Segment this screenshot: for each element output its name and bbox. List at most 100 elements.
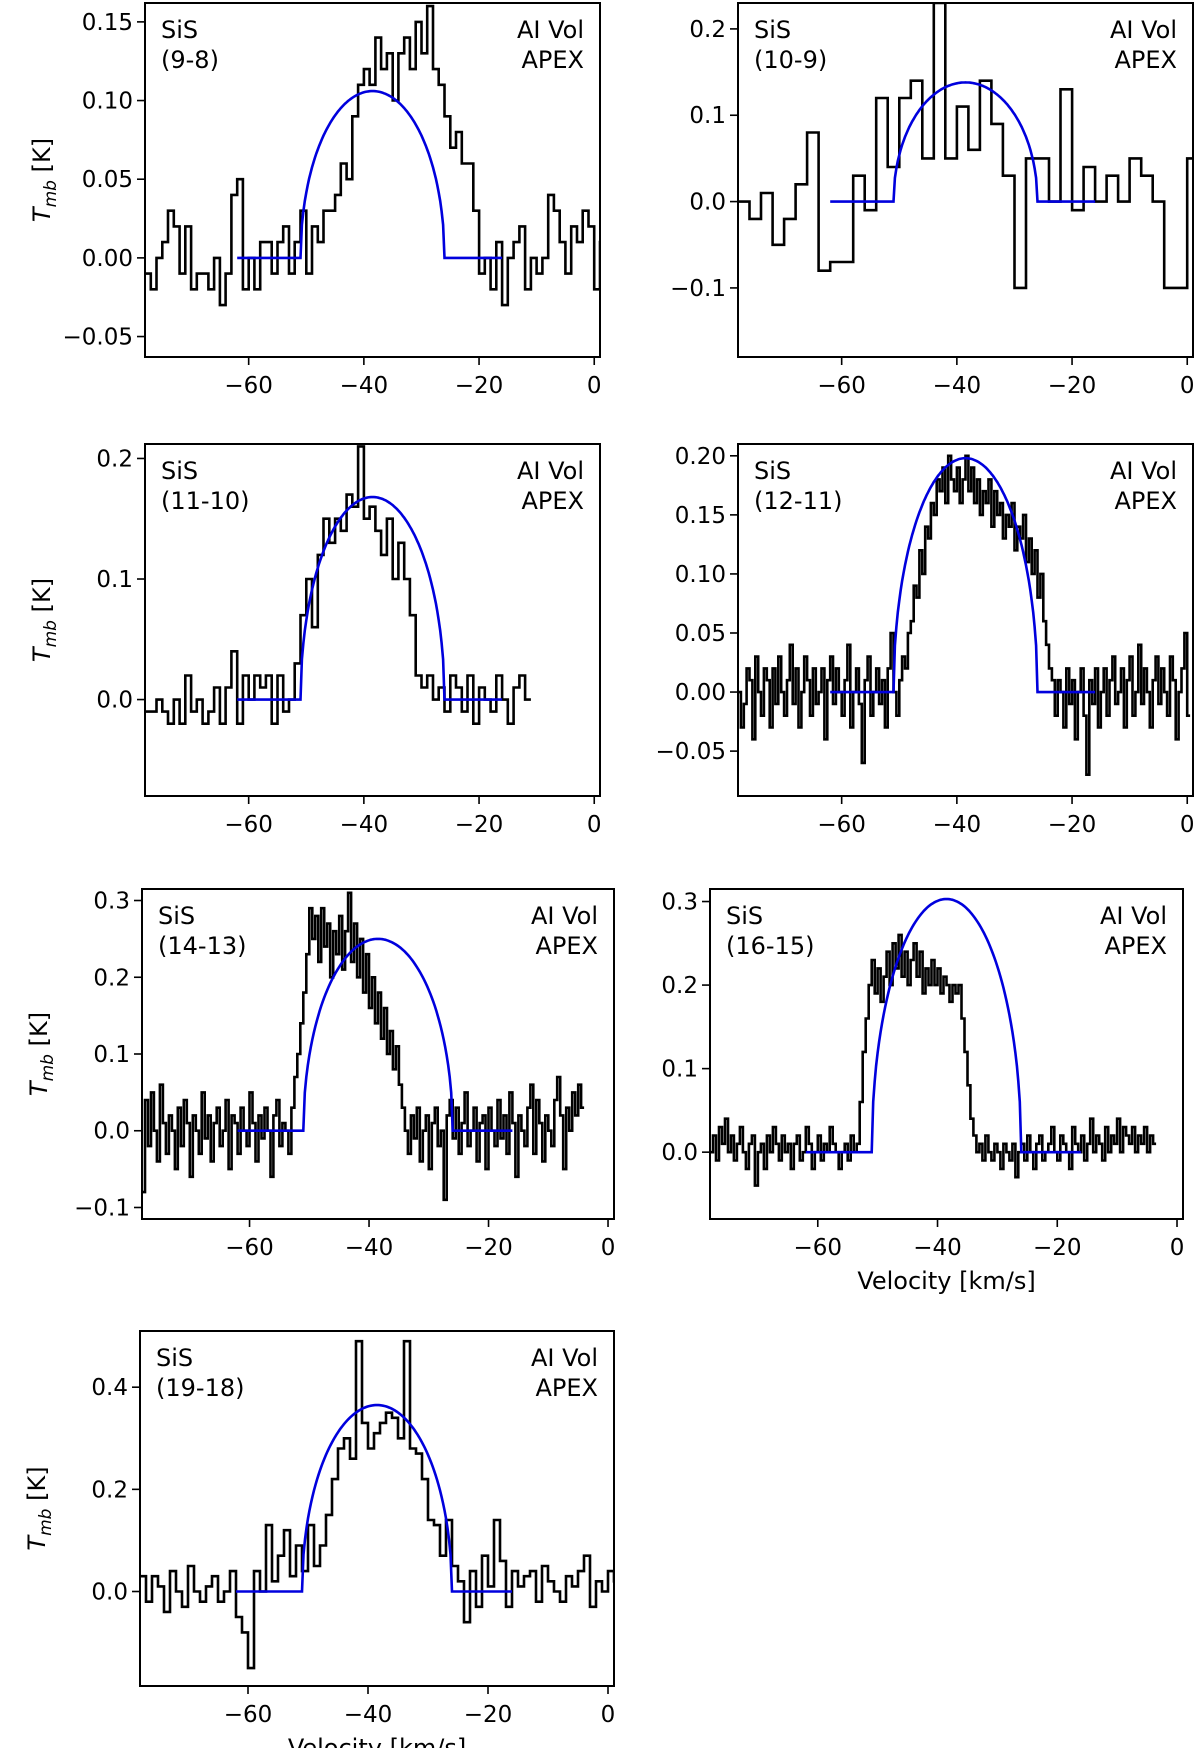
x-tick-label: −60 <box>817 812 866 838</box>
y-tick-label: 0.00 <box>82 246 133 272</box>
x-tick-label: −20 <box>464 1235 513 1261</box>
telescope-label: APEX <box>1115 487 1178 515</box>
transition-label: (9-8) <box>161 46 219 74</box>
x-tick-label: −20 <box>455 373 504 399</box>
x-tick-label: −40 <box>344 1702 393 1728</box>
plot-frame <box>709 888 1184 1220</box>
x-tick-label: 0 <box>1170 1235 1185 1261</box>
transition-label: (12-11) <box>754 487 842 515</box>
x-tick-label: −40 <box>933 373 982 399</box>
molecule-label: SiS <box>754 16 791 44</box>
y-tick-label: 0.05 <box>675 621 726 647</box>
y-tick-label: 0.10 <box>82 89 133 115</box>
model-profile <box>236 1403 512 1593</box>
x-tick-label: −60 <box>224 1702 273 1728</box>
x-tick-label: 0 <box>601 1235 616 1261</box>
transition-label: (11-10) <box>161 487 249 515</box>
y-tick-label: −0.1 <box>670 276 726 302</box>
transition-label: (14-13) <box>158 932 246 960</box>
molecule-label: SiS <box>158 902 195 930</box>
observed-spectrum <box>710 933 1157 1187</box>
x-tick-label: −60 <box>793 1235 842 1261</box>
x-tick-label: −20 <box>464 1702 513 1728</box>
source-label: AI Vol <box>531 902 598 930</box>
y-tick-label: −0.05 <box>63 325 133 351</box>
x-tick-label: 0 <box>1180 812 1195 838</box>
x-tick-label: −40 <box>345 1235 394 1261</box>
model-profile <box>830 456 1096 694</box>
observed-spectrum <box>738 3 1193 290</box>
y-tick-label: 0.0 <box>661 1140 698 1166</box>
x-tick-label: −60 <box>224 812 273 838</box>
y-tick-label: 0.0 <box>91 1580 128 1606</box>
y-tick-label: 0.10 <box>675 562 726 588</box>
model-profile <box>237 89 503 260</box>
source-label: AI Vol <box>517 457 584 485</box>
transition-label: (10-9) <box>754 46 827 74</box>
source-label: AI Vol <box>1110 16 1177 44</box>
y-tick-label: 0.2 <box>661 973 698 999</box>
x-tick-label: −20 <box>1048 373 1097 399</box>
y-tick-label: 0.1 <box>96 567 133 593</box>
y-tick-label: 0.0 <box>96 688 133 714</box>
source-label: AI Vol <box>531 1344 598 1372</box>
panel-sis-12-11: −60 −40 −20 0−0.050.000.050.100.150.20 SiS … <box>656 443 1195 838</box>
plot-frame <box>737 443 1194 797</box>
x-axis-label: Velocity [km/s] <box>857 1267 1035 1295</box>
telescope-label: APEX <box>1115 46 1178 74</box>
y-tick-label: 0.05 <box>82 167 133 193</box>
y-axis-label: Tmb [K] <box>28 578 61 662</box>
molecule-label: SiS <box>161 16 198 44</box>
x-tick-label: −60 <box>224 373 273 399</box>
telescope-label: APEX <box>536 932 599 960</box>
model-profile <box>237 495 503 701</box>
source-label: AI Vol <box>517 16 584 44</box>
x-tick-label: −20 <box>455 812 504 838</box>
telescope-label: APEX <box>536 1374 599 1402</box>
panel-sis-11-10: −60 −40 −20 0 0.0 0.1 0.2 SiS (11-10) AI Vol A… <box>28 443 602 838</box>
y-tick-label: 0.2 <box>689 17 726 43</box>
transition-label: (16-15) <box>726 932 814 960</box>
x-tick-label: −40 <box>340 812 389 838</box>
y-axis-label: Tmb [K] <box>23 1466 56 1550</box>
plot-frame <box>144 443 601 797</box>
y-tick-label: 0.2 <box>91 1477 128 1503</box>
x-tick-label: 0 <box>1180 373 1195 399</box>
y-tick-label: 0.0 <box>689 190 726 216</box>
telescope-label: APEX <box>522 487 585 515</box>
y-axis-label: Tmb [K] <box>25 1012 58 1096</box>
transition-label: (19-18) <box>156 1374 244 1402</box>
y-tick-label: −0.05 <box>656 739 726 765</box>
y-tick-label: 0.0 <box>93 1119 130 1145</box>
source-label: AI Vol <box>1100 902 1167 930</box>
y-tick-label: 0.15 <box>82 10 133 36</box>
x-axis-label: Velocity [km/s] <box>288 1734 466 1748</box>
x-tick-label: −40 <box>933 812 982 838</box>
observed-spectrum <box>145 4 600 307</box>
panel-sis-16-15: −60 −40 −20 0 0.0 0.1 0.2 0.3 SiS (16-15) AI Vo… <box>661 888 1185 1295</box>
molecule-label: SiS <box>161 457 198 485</box>
y-tick-label: 0.2 <box>96 446 133 472</box>
y-tick-label: −0.1 <box>74 1195 130 1221</box>
y-tick-label: 0.20 <box>675 444 726 470</box>
source-label: AI Vol <box>1110 457 1177 485</box>
panel-sis-10-9: −60 −40 −20 0 −0.1 0.0 0.1 0.2 SiS (10-9) AI Vo… <box>670 2 1195 399</box>
panel-sis-19-18: −60 −40 −20 0 0.0 0.2 0.4 SiS (19-18) AI Vol A… <box>23 1330 616 1748</box>
x-tick-label: −20 <box>1033 1235 1082 1261</box>
observed-spectrum <box>140 1339 614 1670</box>
y-tick-label: 0.00 <box>675 680 726 706</box>
observed-spectrum <box>738 454 1191 776</box>
molecule-label: SiS <box>726 902 763 930</box>
molecule-label: SiS <box>156 1344 193 1372</box>
x-tick-label: 0 <box>601 1702 616 1728</box>
y-tick-label: 0.3 <box>661 890 698 916</box>
plot-frame <box>737 2 1194 358</box>
y-tick-label: 0.1 <box>661 1057 698 1083</box>
observed-spectrum <box>142 891 585 1202</box>
plot-frame <box>139 1330 615 1687</box>
model-profile <box>805 897 1082 1154</box>
panel-sis-9-8: −60 −40 −20 0 −0.05 0.00 0.05 0.10 0.15 SiS (9-8… <box>28 2 602 399</box>
y-tick-label: 0.2 <box>93 965 130 991</box>
y-tick-label: 0.3 <box>93 889 130 915</box>
